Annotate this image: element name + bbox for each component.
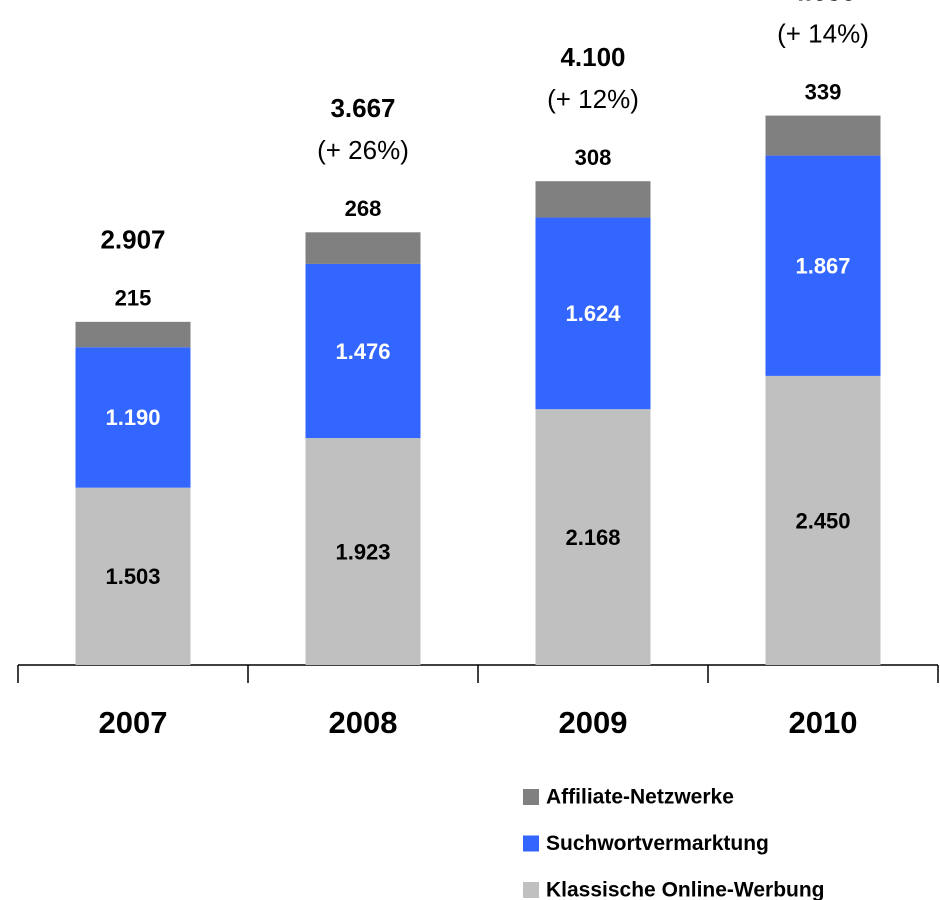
bar-segment xyxy=(305,232,421,264)
total-label: 4.656 xyxy=(790,0,855,6)
bar-segment xyxy=(765,375,881,665)
bar-segment xyxy=(75,347,191,488)
total-label: 3.667 xyxy=(330,93,395,123)
bar-segment xyxy=(75,321,191,348)
data-label: 308 xyxy=(575,145,612,170)
data-label: 215 xyxy=(115,286,152,311)
bar-segment xyxy=(75,487,191,665)
x-tick-label: 2010 xyxy=(789,705,858,740)
bar-segment xyxy=(765,155,881,376)
data-label: 1.190 xyxy=(105,405,160,430)
data-label: 268 xyxy=(345,196,382,221)
bar-segment xyxy=(305,263,421,439)
data-label: 1.923 xyxy=(335,539,390,564)
data-label: 1.503 xyxy=(105,564,160,589)
growth-label: (+ 26%) xyxy=(317,135,409,165)
data-label: 2.450 xyxy=(795,508,850,533)
bar-segment xyxy=(535,217,651,410)
x-tick-label: 2008 xyxy=(329,705,398,740)
bar-segment xyxy=(535,409,651,665)
x-tick-label: 2009 xyxy=(559,705,628,740)
growth-label: (+ 12%) xyxy=(547,84,639,114)
legend-label: Klassische Online-Werbung xyxy=(546,879,825,900)
total-label: 4.100 xyxy=(560,42,625,72)
bar-segment xyxy=(765,115,881,156)
data-label: 1.867 xyxy=(795,254,850,279)
bar-segment xyxy=(535,181,651,218)
legend-swatch xyxy=(523,789,539,805)
data-label: 1.476 xyxy=(335,339,390,364)
total-label: 2.907 xyxy=(100,225,165,255)
data-label: 2.168 xyxy=(565,525,620,550)
legend-swatch xyxy=(523,882,539,898)
legend-swatch xyxy=(523,835,539,852)
bar-segment xyxy=(305,438,421,665)
data-label: 339 xyxy=(805,79,842,104)
x-tick-label: 2007 xyxy=(99,705,168,740)
legend-label: Suchwortvermarktung xyxy=(546,832,769,855)
data-label: 1.624 xyxy=(565,301,621,326)
growth-label: (+ 14%) xyxy=(777,18,869,48)
legend-label: Affiliate-Netzwerke xyxy=(546,786,734,809)
